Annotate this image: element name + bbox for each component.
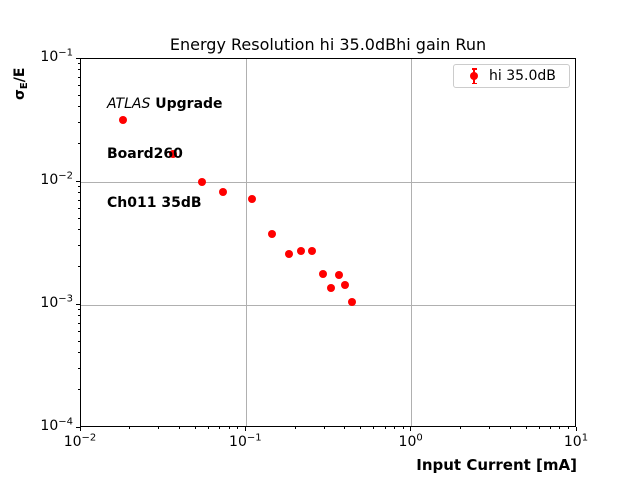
data-point xyxy=(247,194,256,203)
y-minor-tick xyxy=(78,315,80,317)
x-minor-tick xyxy=(525,427,527,429)
x-gridline xyxy=(245,59,247,426)
y-minor-tick xyxy=(78,186,80,188)
y-minor-tick xyxy=(78,63,80,65)
data-point xyxy=(296,247,305,256)
y-tick-label: 10−4 xyxy=(40,416,73,434)
x-tick-label: 101 xyxy=(563,432,589,450)
annotation-line-1: ATLAS Upgrade xyxy=(107,96,223,112)
y-minor-tick xyxy=(78,76,80,78)
x-axis-label: Input Current [mA] xyxy=(416,456,577,474)
x-major-tick xyxy=(79,427,81,431)
y-minor-tick xyxy=(78,106,80,108)
y-minor-tick xyxy=(78,367,80,369)
y-minor-tick xyxy=(78,244,80,246)
annotation-line-3: Ch011 35dB xyxy=(107,195,202,211)
x-minor-tick xyxy=(567,427,569,429)
x-minor-tick xyxy=(219,427,221,429)
y-gridline xyxy=(81,304,575,306)
x-major-tick xyxy=(244,427,246,431)
y-tick-label: 10−3 xyxy=(40,293,73,311)
x-minor-tick xyxy=(237,427,239,429)
chart-title: Energy Resolution hi 35.0dBhi gain Run xyxy=(169,35,487,54)
legend-box: hi 35.0dB xyxy=(453,64,570,88)
x-minor-tick xyxy=(559,427,561,429)
x-minor-tick xyxy=(394,427,396,429)
data-point xyxy=(284,249,293,258)
x-minor-tick xyxy=(323,427,325,429)
x-major-tick xyxy=(410,427,412,431)
x-major-tick xyxy=(575,427,577,431)
y-minor-tick xyxy=(78,207,80,209)
y-major-tick xyxy=(76,180,80,182)
y-tick-label: 10−2 xyxy=(40,170,73,188)
data-point xyxy=(218,187,227,196)
x-gridline xyxy=(411,59,413,426)
x-minor-tick xyxy=(360,427,362,429)
legend-errorbar-marker-icon xyxy=(466,66,482,86)
data-point xyxy=(347,297,356,306)
y-minor-tick xyxy=(78,340,80,342)
y-minor-tick xyxy=(78,143,80,145)
x-minor-tick xyxy=(344,427,346,429)
x-minor-tick xyxy=(294,427,296,429)
x-minor-tick xyxy=(158,427,160,429)
y-major-tick xyxy=(76,57,80,59)
y-minor-tick xyxy=(78,199,80,201)
y-minor-tick xyxy=(78,217,80,219)
x-minor-tick xyxy=(384,427,386,429)
x-tick-label: 100 xyxy=(398,432,423,450)
x-tick-label: 10−2 xyxy=(63,432,97,450)
data-point xyxy=(168,150,177,159)
y-minor-tick xyxy=(78,330,80,332)
x-minor-tick xyxy=(179,427,181,429)
x-minor-tick xyxy=(228,427,230,429)
y-major-tick xyxy=(76,303,80,305)
y-minor-tick xyxy=(78,352,80,354)
x-minor-tick xyxy=(373,427,375,429)
y-tick-label: 10−1 xyxy=(40,47,73,65)
data-point xyxy=(198,178,207,186)
y-axis-label: σE/E xyxy=(12,67,30,100)
y-minor-tick xyxy=(78,229,80,231)
y-minor-tick xyxy=(78,192,80,194)
annotation-text: ATLAS Upgrade Board260 Ch011 35dB xyxy=(107,63,223,245)
y-minor-tick xyxy=(78,84,80,86)
y-minor-tick xyxy=(78,121,80,123)
plot-area xyxy=(80,58,576,427)
y-minor-tick xyxy=(78,266,80,268)
x-minor-tick xyxy=(195,427,197,429)
y-minor-tick xyxy=(78,309,80,311)
data-point xyxy=(267,229,276,238)
y-gridline xyxy=(81,181,575,183)
x-minor-tick xyxy=(208,427,210,429)
y-minor-tick xyxy=(78,322,80,324)
data-point xyxy=(318,269,327,278)
x-tick-label: 10−1 xyxy=(229,432,262,450)
data-point xyxy=(119,116,128,125)
data-point xyxy=(340,280,349,289)
x-minor-tick xyxy=(509,427,511,429)
x-minor-tick xyxy=(459,427,461,429)
x-minor-tick xyxy=(549,427,551,429)
legend-label: hi 35.0dB xyxy=(489,68,556,84)
data-point xyxy=(326,284,335,293)
y-major-tick xyxy=(76,426,80,428)
x-minor-tick xyxy=(402,427,404,429)
x-minor-tick xyxy=(538,427,540,429)
y-minor-tick xyxy=(78,69,80,71)
data-point xyxy=(334,271,343,280)
x-minor-tick xyxy=(129,427,131,429)
x-minor-tick xyxy=(489,427,491,429)
y-minor-tick xyxy=(78,389,80,391)
y-minor-tick xyxy=(78,94,80,96)
data-point xyxy=(307,247,316,256)
annotation-line-2: Board260 xyxy=(107,145,183,162)
